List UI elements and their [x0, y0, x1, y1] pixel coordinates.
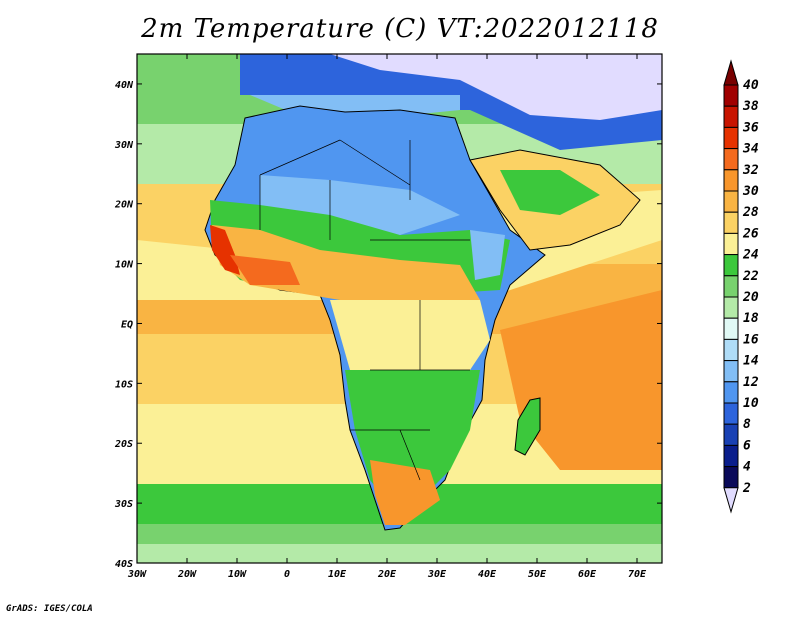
- colorbar-level-label: 38: [742, 99, 759, 114]
- lat-tick-label: 10N: [115, 260, 134, 271]
- longitude-axis: 30W 20W 10W 0 10E 20E 30E 40E 50E 60E 70E: [127, 54, 647, 580]
- colorbar-swatch: [723, 190, 739, 213]
- latitude-axis: 40N 30N 20N 10N EQ 10S 20S 30S 40S: [114, 80, 662, 570]
- ethiopian-highlands: [470, 230, 505, 280]
- country-borders: [259, 139, 470, 481]
- lon-tick-label: 50E: [528, 569, 547, 580]
- colorbar-bottom-arrow: [723, 487, 739, 514]
- plot-frame: [136, 53, 663, 564]
- colorbar-swatch: [723, 211, 739, 234]
- colorbar-level-label: 36: [742, 120, 759, 135]
- colorbar-swatch: [723, 338, 739, 362]
- chart-title: 2m Temperature (C) VT:2022012118: [141, 14, 659, 44]
- lon-tick-label: 30W: [127, 569, 147, 580]
- south-africa-warm: [370, 460, 440, 525]
- senegal-hot-spot: [210, 225, 240, 275]
- lat-tick-label: 20S: [114, 439, 133, 450]
- lon-tick-label: 40E: [478, 569, 497, 580]
- colorbar: 40 38 36 34 32 30 28 26 24 22 20 18 16 14 12 10 8 6 4 2: [723, 59, 759, 514]
- colorbar-swatch: [723, 84, 739, 107]
- colorbar-level-label: 16: [743, 332, 759, 347]
- colorbar-swatch: [723, 360, 739, 383]
- temperature-field: [137, 54, 662, 563]
- colorbar-swatch: [723, 466, 739, 489]
- colorbar-swatch: [723, 423, 739, 446]
- grads-credit: GrADS: IGES/COLA: [6, 604, 93, 614]
- colorbar-swatch: [723, 444, 739, 468]
- lon-tick-label: 10E: [328, 569, 347, 580]
- colorbar-level-label: 20: [742, 290, 759, 305]
- lon-tick-label: 10W: [228, 569, 247, 580]
- colorbar-level-label: 32: [742, 163, 759, 178]
- central-africa: [330, 300, 490, 370]
- lat-tick-label: 40S: [115, 559, 133, 570]
- lat-tick-label: EQ: [121, 319, 133, 330]
- band-southern-ocean-2: [137, 524, 662, 544]
- colorbar-swatch: [723, 148, 739, 171]
- colorbar-swatch: [723, 169, 739, 192]
- colorbar-swatch: [723, 317, 739, 340]
- lon-tick-label: 30E: [427, 569, 447, 580]
- colorbar-level-label: 10: [743, 396, 759, 411]
- lat-tick-label: 20N: [114, 200, 134, 211]
- colorbar-level-label: 14: [743, 354, 759, 369]
- colorbar-level-label: 28: [742, 205, 759, 220]
- colorbar-swatch: [723, 296, 739, 319]
- madagascar: [514, 397, 541, 456]
- colorbar-swatch: [723, 232, 739, 256]
- colorbar-swatch: [723, 105, 739, 128]
- colorbar-level-label: 2: [742, 481, 751, 496]
- colorbar-level-label: 8: [743, 417, 751, 432]
- colorbar-swatch: [723, 126, 739, 150]
- colorbar-level-label: 22: [742, 269, 759, 284]
- lat-tick-label: 30S: [114, 499, 133, 510]
- arabia-green: [500, 170, 600, 215]
- colorbar-top-arrow: [723, 59, 739, 86]
- lon-tick-label: 20W: [177, 569, 197, 580]
- colorbar-level-label: 18: [743, 311, 759, 326]
- lon-tick-label: 70E: [628, 569, 647, 580]
- lat-tick-label: 10S: [115, 379, 133, 390]
- colorbar-swatch: [723, 402, 739, 425]
- colorbar-level-label: 24: [742, 248, 759, 263]
- lat-tick-label: 40N: [115, 80, 134, 91]
- colorbar-swatch: [723, 275, 739, 298]
- lat-tick-label: 30N: [114, 140, 134, 151]
- colorbar-level-label: 26: [742, 226, 759, 241]
- colorbar-swatch: [723, 254, 739, 277]
- colorbar-level-label: 4: [743, 460, 751, 475]
- colorbar-level-label: 12: [743, 375, 759, 390]
- lon-tick-label: 20E: [377, 569, 397, 580]
- band-southern-ocean-3: [137, 544, 662, 563]
- colorbar-swatch: [723, 381, 739, 404]
- colorbar-level-label: 40: [743, 78, 759, 93]
- lon-tick-label: 0: [284, 569, 290, 580]
- guinea-coast-hot: [230, 255, 300, 285]
- colorbar-level-label: 30: [742, 184, 759, 199]
- sub-freezing-region: [330, 54, 662, 120]
- colorbar-level-label: 6: [743, 438, 751, 453]
- colorbar-level-label: 34: [742, 142, 759, 157]
- lon-tick-label: 60E: [578, 569, 597, 580]
